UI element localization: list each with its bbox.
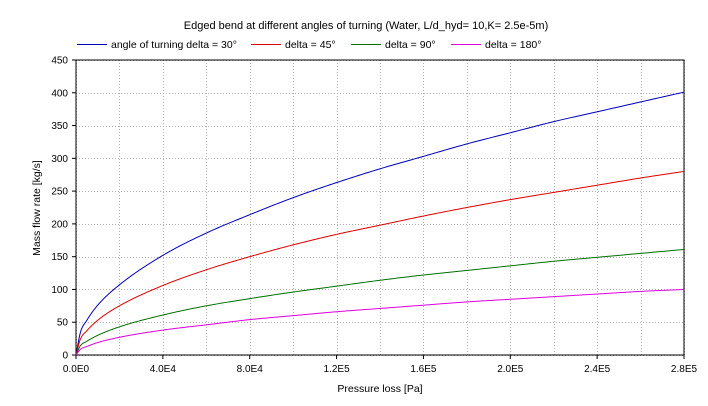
chart-title: Edged bend at different angles of turnin…	[184, 20, 548, 32]
y-tick-label: 300	[51, 154, 68, 165]
legend-entry: angle of turning delta = 30°	[111, 39, 237, 51]
y-tick-label: 200	[51, 219, 68, 230]
y-axis-label: Mass flow rate [kg/s]	[31, 160, 43, 256]
y-axis: 0 50 100 150 200 250 300 350 400 450	[51, 56, 76, 362]
legend-entry: delta = 45°	[285, 39, 336, 51]
x-tick-label: 2.4E5	[584, 364, 611, 375]
x-tick-label: 8.0E4	[237, 364, 264, 375]
y-tick-label: 50	[57, 318, 69, 329]
series-line-3	[75, 248, 685, 356]
legend-entry: delta = 180°	[485, 39, 541, 51]
y-tick-label: 0	[62, 351, 68, 362]
y-tick-label: 450	[51, 56, 68, 67]
series-line-4	[75, 288, 685, 356]
x-tick-label: 1.2E5	[324, 364, 351, 375]
y-tick-label: 100	[51, 285, 68, 296]
series-line-2	[75, 170, 685, 356]
x-axis: 0.0E0 4.0E4 8.0E4 1.2E5 1.6E5 2.0E5 2.4E5 2.8E5	[63, 355, 698, 375]
series-line-1	[75, 91, 685, 356]
x-tick-label: 2.8E5	[671, 364, 698, 375]
y-tick-label: 400	[51, 88, 68, 99]
x-tick-label: 4.0E4	[150, 364, 177, 375]
series-lines	[75, 91, 685, 356]
x-tick-label: 2.0E5	[497, 364, 524, 375]
legend: angle of turning delta = 30° delta = 45° d…	[77, 39, 541, 51]
y-tick-label: 250	[51, 187, 68, 198]
x-axis-label: Pressure loss [Pa]	[337, 383, 422, 395]
legend-entry: delta = 90°	[385, 39, 436, 51]
grid	[76, 60, 685, 356]
y-tick-label: 350	[51, 121, 68, 132]
x-tick-label: 0.0E0	[63, 364, 90, 375]
plot-frame	[75, 59, 685, 356]
y-tick-label: 150	[51, 252, 68, 263]
x-tick-label: 1.6E5	[410, 364, 437, 375]
